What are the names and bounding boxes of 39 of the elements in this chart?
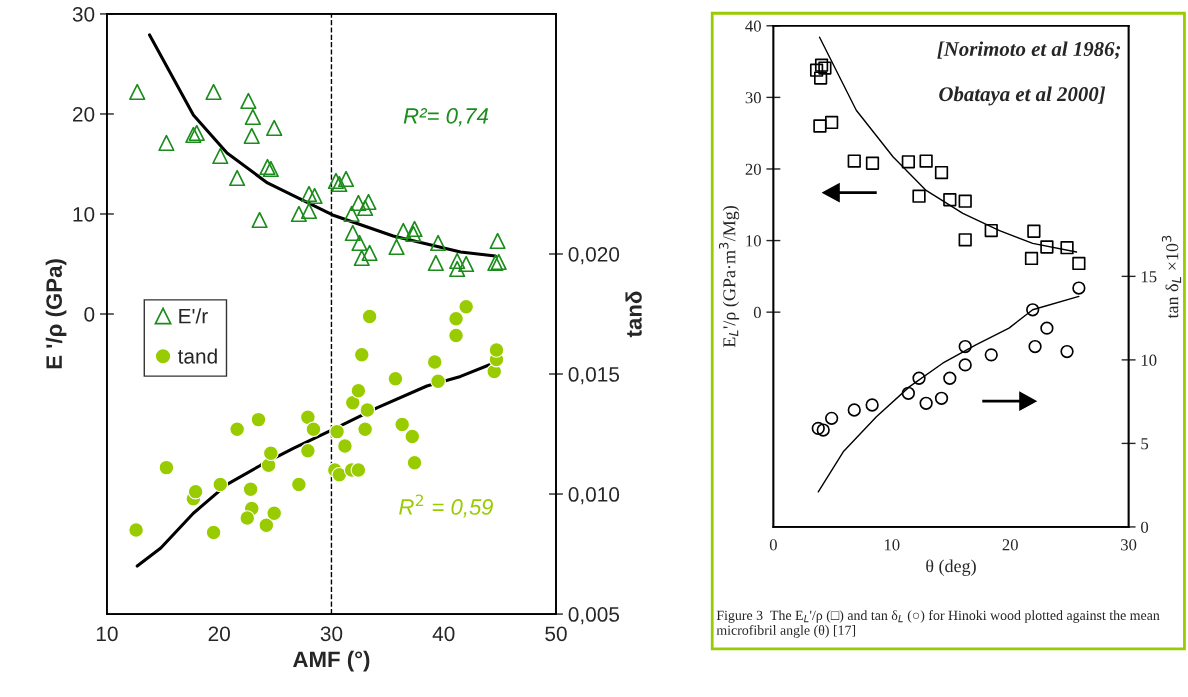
y2-axis-title: tan δ$_{L}$ ×10$^{3}$ xyxy=(1161,235,1182,319)
y2-tick-label: 0,020 xyxy=(568,246,620,265)
x-tick-label: 0 xyxy=(769,539,777,551)
y-tick-label: 0 xyxy=(753,306,761,319)
y2-tick-label: 10 xyxy=(1141,354,1157,366)
y-tick-label: 10 xyxy=(746,235,761,247)
x-tick-label: 40 xyxy=(432,626,455,642)
y2-tick-label: 15 xyxy=(1141,271,1157,283)
x-tick-label: 10 xyxy=(96,626,118,642)
y2-tick-label: 0 xyxy=(1141,521,1149,533)
x-tick-label: 30 xyxy=(1121,539,1137,551)
legend-label: E'/r xyxy=(179,308,208,324)
legend-label: tand xyxy=(177,348,217,364)
y-tick-label: 10 xyxy=(73,206,95,222)
x-tick-label: 30 xyxy=(320,626,343,642)
y-tick-label: 40 xyxy=(745,20,761,32)
y2-tick-label: 0,010 xyxy=(568,487,620,505)
annotation: Obataya et al 2000] xyxy=(939,86,1106,106)
y-tick-label: 20 xyxy=(745,163,761,175)
y2-axis-title: tanδ xyxy=(625,291,642,338)
annotation: R$^{2}$ = 0,59 xyxy=(399,494,493,518)
x-tick-label: 20 xyxy=(208,626,230,642)
y2-tick-label: 0,015 xyxy=(568,367,620,385)
y-tick-label: 20 xyxy=(72,106,95,122)
x-tick-label: 50 xyxy=(545,626,567,642)
x-axis-title: AMF (°) xyxy=(293,650,370,672)
annotation: R²= 0,74 xyxy=(403,107,489,127)
annotation: [Norimoto et al 1986; xyxy=(937,41,1121,60)
y-axis-title: E$_{L}$'/ρ (GPa·m$^{3}$/Mg) xyxy=(718,205,740,348)
y2-tick-label: 5 xyxy=(1141,438,1149,450)
x-tick-label: 10 xyxy=(884,539,900,551)
y-tick-label: 30 xyxy=(745,92,761,104)
text: Figure 3 The E$_{L}$'/ρ (□) and tan δ$_{L}$ (○) for Hinoki wood plotted against the mean microfibril angle (θ) [17] xyxy=(716,610,1160,638)
y-axis-title: E '/ρ (GPa) xyxy=(45,259,67,369)
y2-tick-label: 0,005 xyxy=(568,607,620,625)
y-tick-label: 0 xyxy=(84,307,95,322)
y-tick-label: 30 xyxy=(72,6,95,22)
x-tick-label: 20 xyxy=(1002,539,1018,551)
x-axis-title: θ (deg) xyxy=(926,559,976,576)
